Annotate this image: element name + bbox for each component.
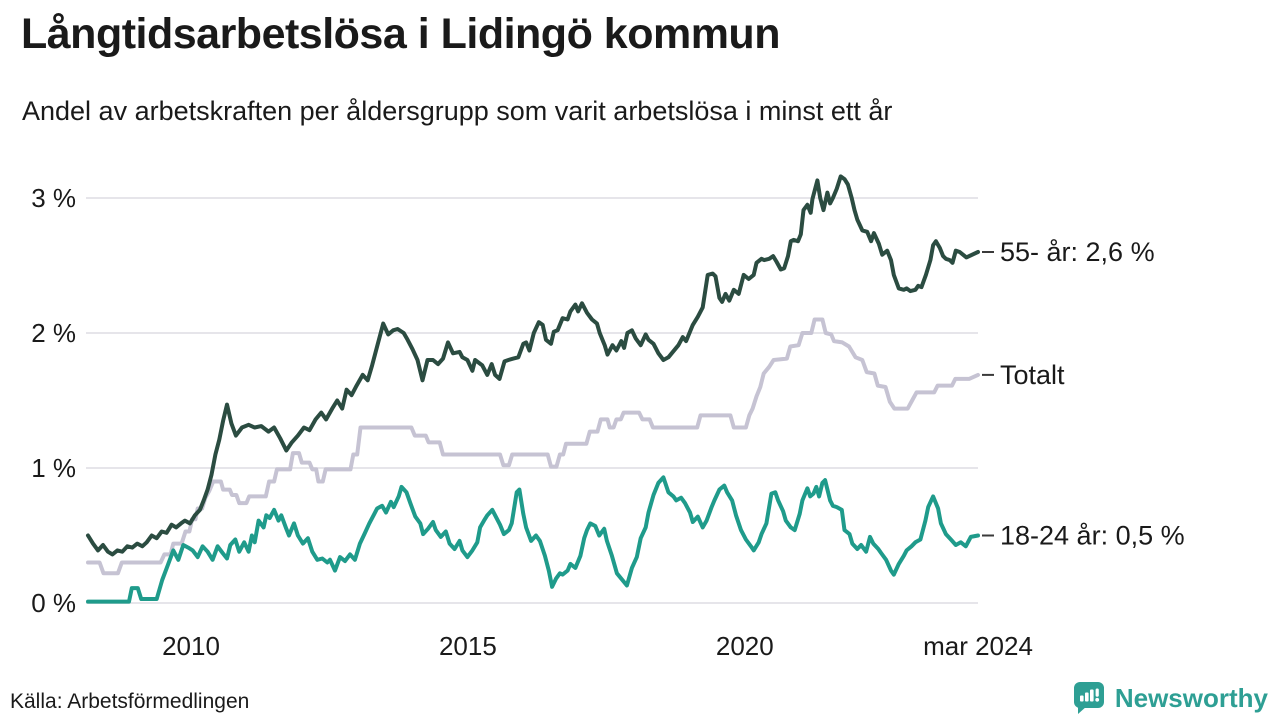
y-axis-tick-label: 0 %	[31, 588, 76, 618]
x-axis-tick-label: mar 2024	[923, 631, 1033, 661]
series-line-age55	[86, 174, 980, 557]
newsworthy-wordmark: Newsworthy	[1114, 682, 1268, 713]
series-end-label-total: Totalt	[1000, 360, 1065, 390]
chart-subtitle: Andel av arbetskraften per åldersgrupp s…	[22, 96, 893, 126]
y-axis-tick-label: 1 %	[31, 453, 76, 483]
x-axis-tick-label: 2010	[162, 631, 220, 661]
series-end-label-age1824: 18-24 år: 0,5 %	[1000, 521, 1185, 551]
y-axis-tick-label: 2 %	[31, 318, 76, 348]
x-axis-tick-label: 2015	[439, 631, 497, 661]
y-axis-tick-label: 3 %	[31, 183, 76, 213]
series-line-age1824	[86, 475, 980, 604]
chart-title: Långtidsarbetslösa i Lidingö kommun	[21, 10, 780, 58]
source-caption: Källa: Arbetsförmedlingen	[10, 690, 250, 713]
series-end-label-age55: 55- år: 2,6 %	[1000, 237, 1155, 267]
newsworthy-bubble-icon	[1073, 682, 1104, 714]
x-axis-tick-label: 2020	[716, 631, 774, 661]
series-line-total	[86, 317, 980, 576]
newsworthy-logo: Newsworthy	[1073, 681, 1268, 715]
